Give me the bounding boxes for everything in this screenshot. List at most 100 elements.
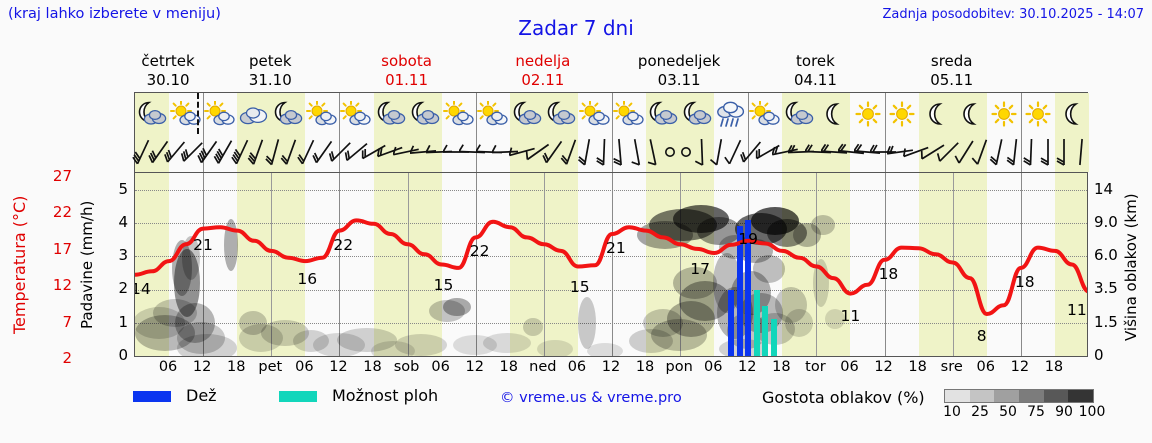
day-separator (884, 93, 886, 134)
temperature-label: 18 (1014, 272, 1035, 291)
daylight-band (782, 173, 851, 356)
showers-legend-swatch (279, 391, 317, 402)
wind-barb (771, 137, 798, 167)
density-swatch-90 (1043, 390, 1069, 402)
wind-barb (574, 137, 600, 167)
wind-barb (147, 137, 173, 167)
x-axis-tick: 18 (226, 359, 246, 375)
wind-barb (245, 137, 271, 167)
temperature-label: 19 (738, 229, 759, 248)
x-axis-tick: 06 (703, 359, 723, 375)
rain-legend-label: Dež (186, 386, 217, 405)
temperature-label: 17 (690, 259, 710, 278)
gridline (135, 289, 1087, 291)
wind-barb (525, 137, 551, 167)
x-axis-tick: 12 (1010, 359, 1030, 375)
day-date: 03.11 (657, 71, 701, 89)
wind-barb (986, 137, 1012, 167)
rain-legend-swatch (133, 391, 171, 402)
wind-barb (344, 137, 370, 167)
showers-bar (770, 319, 777, 356)
temperature-label: 21 (606, 239, 626, 257)
weather-icon-row (134, 92, 1089, 134)
temperature-label: 21 (193, 235, 213, 254)
day-header-sreda: sreda 05.11 (884, 52, 1020, 90)
wind-barb (870, 137, 897, 167)
x-axis-tick: sre (940, 359, 963, 375)
temperature-tick: 7 (62, 312, 72, 331)
day-header-četrtek: četrtek 30.10 (134, 52, 202, 90)
rain-bar (736, 226, 743, 356)
density-tick: 100 (1078, 404, 1106, 420)
x-axis-tick: 06 (976, 359, 995, 375)
wind-barb (541, 137, 567, 167)
daylight-band (237, 134, 306, 172)
temperature-label: 8 (976, 326, 987, 345)
x-axis-tick: 12 (738, 359, 757, 375)
day-separator (612, 93, 613, 134)
temperature-label: 14 (135, 279, 151, 298)
wind-barb (180, 137, 206, 167)
temperature-label: 15 (569, 277, 590, 296)
x-axis-tick: 18 (908, 359, 927, 375)
temperature-tick: 2 (62, 349, 72, 367)
wind-barb (953, 137, 979, 167)
wind-barb (196, 137, 222, 167)
day-separator (1020, 134, 1022, 172)
x-axis-tick: 18 (772, 359, 791, 375)
wind-barb (755, 137, 781, 167)
wind-barb (706, 137, 732, 167)
day-separator (475, 93, 477, 134)
page-title: Zadar 7 dni (518, 16, 634, 40)
day-separator (203, 173, 205, 356)
wind-barb (657, 137, 683, 167)
precipitation-tick: 0 (118, 346, 128, 364)
daylight-band (782, 93, 851, 134)
day-date: 30.10 (146, 71, 190, 89)
day-name: ponedeljek (637, 52, 721, 70)
cloud-height-axis-title: Višina oblakov (km) (1122, 193, 1140, 341)
weather-icon-moon (1055, 97, 1089, 131)
day-name: sobota (381, 52, 432, 70)
forecast-chart: 14 21 16 22 15 22 15 21 17 19 11 18 8 18 11 (134, 172, 1088, 357)
weather-icon-moon-cloud (408, 97, 442, 131)
weather-icon-sun-cloud (305, 97, 339, 131)
precipitation-tick: 5 (118, 179, 128, 198)
day-date: 04.11 (793, 71, 837, 89)
rain-bar (728, 289, 735, 356)
noon-gridline (407, 173, 409, 356)
copyright-note[interactable]: © vreme.us & vreme.pro (500, 390, 682, 406)
daylight-band (509, 134, 578, 172)
day-header-petek: petek 31.10 (202, 52, 338, 90)
weather-icon-moon-cloud (544, 97, 578, 131)
temperature-label: 15 (433, 275, 454, 294)
weather-icon-moon (919, 97, 953, 131)
density-swatch-75 (1019, 390, 1044, 402)
cloud-density-field (135, 205, 845, 356)
weather-icon-sun (987, 97, 1021, 131)
day-headers: četrtek 30.10 petek 31.10 sobota 01.11 nedelja… (134, 52, 1088, 92)
weather-icon-moon-cloud (271, 97, 305, 131)
daylight-band (237, 173, 306, 356)
weather-icon-sun (851, 97, 885, 131)
day-separator (612, 173, 613, 356)
density-swatch-50 (994, 390, 1020, 402)
weather-icon-sun-cloud (748, 97, 782, 131)
cloud-height-tick: 0 (1094, 346, 1104, 364)
x-axis-tick: 06 (567, 359, 587, 375)
daylight-band (135, 134, 170, 172)
x-axis-tick: 18 (363, 359, 382, 375)
density-tick: 10 (943, 404, 961, 420)
day-separator (884, 173, 886, 356)
cloud-density-legend-label: Gostota oblakov (%) (762, 388, 925, 407)
temperature-label: 11 (840, 306, 861, 325)
noon-gridline (816, 173, 818, 356)
day-header-ponedeljek: ponedeljek 03.11 (611, 52, 747, 90)
temperature-label: 11 (1067, 300, 1087, 319)
wind-barb (163, 137, 189, 167)
wind-barb (409, 137, 436, 167)
wind-barb (624, 137, 650, 167)
location-hint: (kraj lahko izberete v meniju) (8, 6, 221, 22)
weather-icon-moon-cloud (782, 97, 816, 131)
day-separator (339, 93, 341, 134)
